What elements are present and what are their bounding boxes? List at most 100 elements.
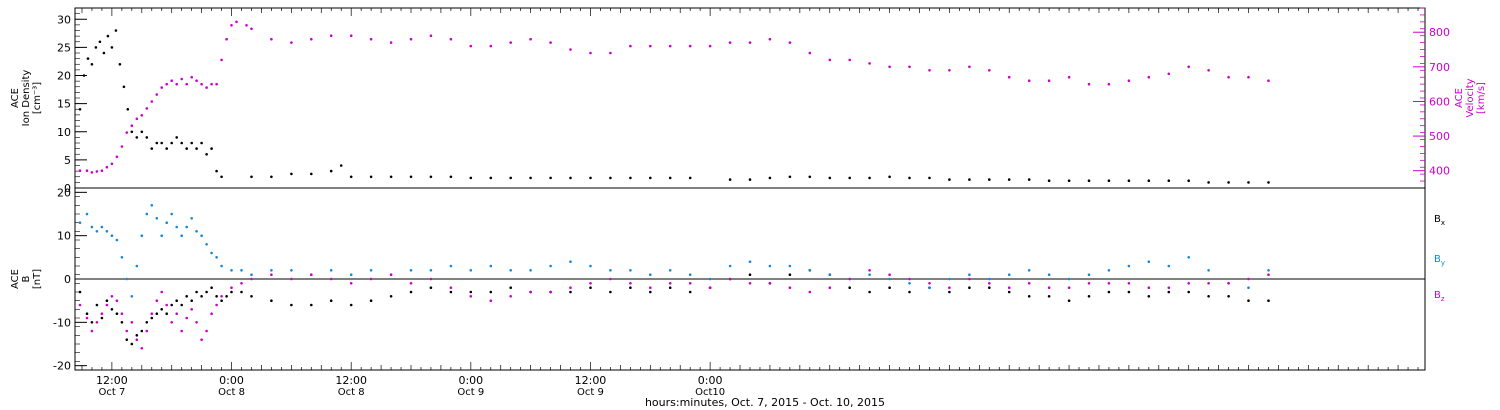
top-data-point	[389, 175, 393, 179]
bottom-data-point	[708, 277, 712, 281]
top-data-point	[205, 86, 208, 89]
top-data-point	[1147, 75, 1151, 79]
bottom-data-point	[569, 260, 572, 264]
top-data-point	[115, 155, 119, 159]
bottom-data-point	[469, 269, 473, 272]
bottom-data-point	[1107, 269, 1111, 272]
bottom-data-point	[85, 312, 89, 316]
bottom-data-point	[1087, 295, 1091, 298]
bottom-left-tick-label: 10	[57, 230, 71, 243]
bottom-data-point	[828, 273, 832, 277]
top-data-point	[529, 37, 532, 41]
top-data-point	[210, 82, 213, 86]
top-data-point	[768, 176, 772, 180]
bottom-data-point	[200, 234, 203, 237]
bottom-data-point	[808, 269, 812, 272]
bottom-data-point	[135, 338, 139, 342]
bottom-data-point	[155, 217, 159, 220]
bottom-data-point	[220, 264, 223, 268]
bottom-data-point	[205, 243, 208, 246]
top-data-point	[649, 44, 652, 48]
top-data-point	[828, 176, 832, 180]
bottom-data-point	[1207, 269, 1210, 272]
bottom-data-point	[220, 295, 223, 298]
x-tick-time-label: 12:00	[96, 374, 128, 387]
top-data-point	[808, 51, 812, 55]
x-tick-time-label: 12:00	[335, 374, 367, 387]
bottom-data-point	[928, 282, 931, 285]
bottom-data-point	[215, 255, 218, 259]
top-right-tick-label: 600	[1429, 95, 1450, 108]
x-tick-date-label: Oct10	[695, 387, 725, 398]
bottom-data-point	[125, 329, 129, 333]
top-data-point	[549, 176, 552, 180]
top-data-point	[1027, 79, 1031, 82]
top-left-tick-label: 20	[57, 70, 71, 83]
bottom-data-point	[788, 264, 792, 268]
top-data-point	[728, 41, 732, 44]
bottom-data-point	[220, 299, 223, 303]
top-left-axis-label: Ion Density	[21, 70, 32, 127]
bottom-data-point	[649, 290, 652, 294]
bottom-data-point	[1147, 295, 1151, 298]
bottom-data-point	[215, 295, 218, 298]
bottom-data-point	[828, 286, 832, 290]
bottom-data-point	[290, 277, 293, 281]
top-data-point	[1167, 179, 1171, 182]
top-data-point	[629, 44, 632, 48]
bottom-data-point	[1247, 286, 1250, 290]
bottom-data-point	[90, 225, 94, 229]
top-data-point	[868, 62, 871, 65]
bottom-data-point	[489, 264, 493, 268]
top-left-tick-label: 0	[64, 182, 71, 195]
top-left-tick-label: 30	[57, 13, 71, 26]
top-data-point	[1027, 178, 1031, 181]
bottom-data-point	[1267, 269, 1270, 272]
bottom-data-point	[105, 299, 109, 303]
bottom-left-axis-label: B	[21, 275, 32, 282]
top-data-point	[165, 147, 168, 150]
top-data-point	[190, 141, 193, 145]
top-data-point	[120, 145, 124, 148]
bottom-data-point	[115, 238, 119, 242]
bottom-data-point	[968, 286, 971, 290]
bottom-data-point	[589, 264, 592, 268]
top-data-point	[270, 175, 273, 179]
bottom-data-point	[175, 225, 178, 229]
bottom-data-point	[988, 286, 991, 290]
top-data-point	[100, 169, 104, 172]
top-data-point	[155, 93, 159, 96]
bottom-data-point	[1147, 260, 1151, 264]
bottom-data-point	[78, 303, 82, 307]
top-left-tick-label: 25	[57, 41, 71, 54]
bottom-data-point	[145, 329, 149, 333]
top-right-tick-label: 500	[1429, 130, 1450, 143]
bottom-data-point	[195, 321, 198, 324]
bottom-data-point	[609, 277, 612, 281]
top-data-point	[125, 131, 129, 134]
top-data-point	[329, 34, 333, 37]
top-left-tick-label: 10	[57, 126, 71, 139]
top-data-point	[788, 41, 792, 44]
bottom-data-point	[145, 212, 149, 216]
top-data-point	[888, 65, 891, 69]
top-data-point	[135, 136, 139, 139]
bottom-data-point	[78, 221, 82, 224]
top-data-point	[250, 175, 253, 179]
bottom-data-point	[140, 234, 144, 237]
bottom-data-point	[848, 277, 851, 281]
bottom-data-point	[569, 290, 572, 294]
top-data-point	[102, 51, 106, 55]
bottom-data-point	[349, 282, 353, 285]
top-data-point	[290, 172, 293, 176]
top-data-point	[290, 41, 293, 44]
bottom-data-point	[205, 329, 208, 333]
top-data-point	[200, 82, 203, 86]
top-data-point	[828, 58, 832, 62]
top-data-point	[180, 77, 183, 81]
top-data-point	[948, 178, 951, 181]
bottom-data-point	[768, 282, 772, 285]
bottom-data-point	[1007, 273, 1011, 277]
bottom-left-tick-label: 20	[57, 186, 71, 199]
